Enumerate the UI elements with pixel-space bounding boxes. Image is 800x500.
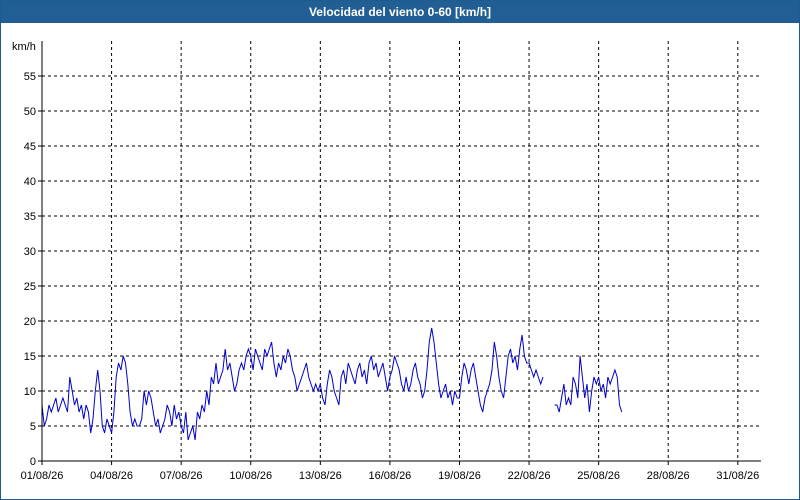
x-tick-label: 22/08/26 xyxy=(508,470,551,482)
wind-speed-line xyxy=(554,355,623,413)
x-tick-label: 28/08/26 xyxy=(647,470,690,482)
y-tick-label: 5 xyxy=(30,421,36,433)
series-layer xyxy=(41,327,623,441)
y-tick-label: 25 xyxy=(24,281,36,293)
axes xyxy=(38,41,761,465)
window-title: Velocidad del viento 0-60 [km/h] xyxy=(1,1,799,23)
y-tick-label: 35 xyxy=(24,211,36,223)
y-tick-label: 45 xyxy=(24,141,36,153)
x-tick-label: 01/08/26 xyxy=(21,470,64,482)
tick-labels: 0 5 10 15 20 25 30 35 40 45 50 55 01/08/26 04/08/26 07… xyxy=(21,71,760,482)
y-tick-label: 55 xyxy=(24,71,36,83)
y-tick-label: 10 xyxy=(24,386,36,398)
y-tick-label: 40 xyxy=(24,176,36,188)
wind-speed-line xyxy=(41,327,544,441)
y-tick-label: 20 xyxy=(24,316,36,328)
y-tick-label: 50 xyxy=(24,106,36,118)
x-tick-label: 25/08/26 xyxy=(577,470,620,482)
grid xyxy=(42,41,761,461)
x-tick-label: 10/08/26 xyxy=(229,470,272,482)
x-tick-label: 04/08/26 xyxy=(90,470,133,482)
x-tick-label: 16/08/26 xyxy=(368,470,411,482)
y-tick-label: 15 xyxy=(24,351,36,363)
x-tick-label: 13/08/26 xyxy=(299,470,342,482)
x-tick-label: 07/08/26 xyxy=(160,470,203,482)
x-tick-label: 31/08/26 xyxy=(716,470,759,482)
y-tick-label: 0 xyxy=(30,456,36,468)
y-axis-label: km/h xyxy=(12,41,36,53)
y-tick-label: 30 xyxy=(24,246,36,258)
x-tick-label: 19/08/26 xyxy=(438,470,481,482)
